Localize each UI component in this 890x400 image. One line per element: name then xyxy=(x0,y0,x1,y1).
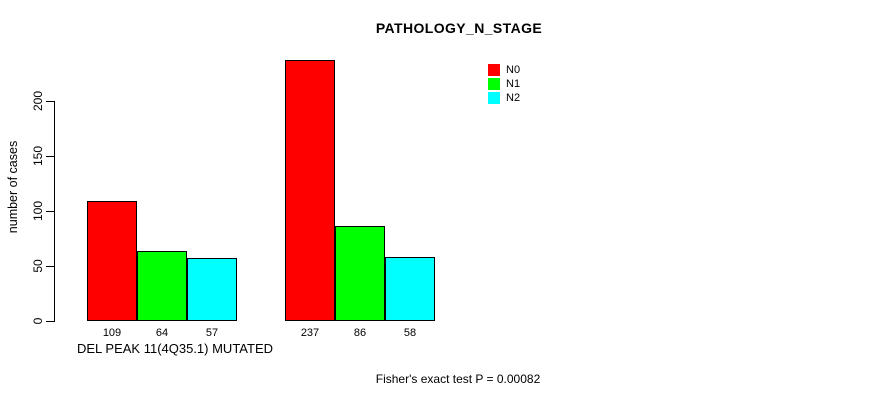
bar-value-label-N1-group2: 86 xyxy=(353,327,367,339)
caption: Fisher's exact test P = 0.00082 xyxy=(375,372,541,386)
legend-swatch-N1 xyxy=(488,78,500,90)
legend-swatch-N0 xyxy=(488,64,500,76)
bar-value-label-N0-group1: 109 xyxy=(102,327,122,339)
y-tick-line-100 xyxy=(46,211,54,212)
bar-value-label-N1-group1: 64 xyxy=(155,327,169,339)
chart-title: PATHOLOGY_N_STAGE xyxy=(375,20,543,36)
bar-value-label-N2-group1: 57 xyxy=(205,327,219,339)
y-tick-label-0: 0 xyxy=(31,317,45,325)
legend-swatch-N2 xyxy=(488,92,500,104)
y-tick-label-200: 200 xyxy=(31,90,45,112)
legend-label-N1: N1 xyxy=(506,78,521,90)
bar-N0-group2 xyxy=(285,60,335,321)
legend-label-N2: N2 xyxy=(506,92,521,104)
y-axis-line xyxy=(54,101,55,322)
bar-N2-group1 xyxy=(187,258,237,321)
y-tick-label-50: 50 xyxy=(31,259,45,273)
y-axis-label: number of cases xyxy=(6,140,20,234)
bar-N1-group2 xyxy=(335,226,385,321)
y-tick-line-0 xyxy=(46,321,54,322)
y-tick-line-200 xyxy=(46,101,54,102)
bar-N1-group1 xyxy=(137,251,187,321)
y-tick-label-150: 150 xyxy=(31,145,45,167)
y-tick-line-150 xyxy=(46,156,54,157)
y-tick-label-100: 100 xyxy=(31,200,45,222)
legend-row-N1: N1 xyxy=(488,77,520,91)
bar-N0-group1 xyxy=(87,201,137,321)
legend: N0 N1 N2 xyxy=(488,63,520,105)
bar-value-label-N2-group2: 58 xyxy=(403,327,417,339)
bar-value-label-N0-group2: 237 xyxy=(300,327,320,339)
x-group-label: DEL PEAK 11(4Q35.1) MUTATED xyxy=(76,341,274,356)
legend-row-N2: N2 xyxy=(488,91,520,105)
legend-row-N0: N0 xyxy=(488,63,520,77)
y-tick-line-50 xyxy=(46,266,54,267)
bar-N2-group2 xyxy=(385,257,435,321)
legend-label-N0: N0 xyxy=(506,64,521,76)
